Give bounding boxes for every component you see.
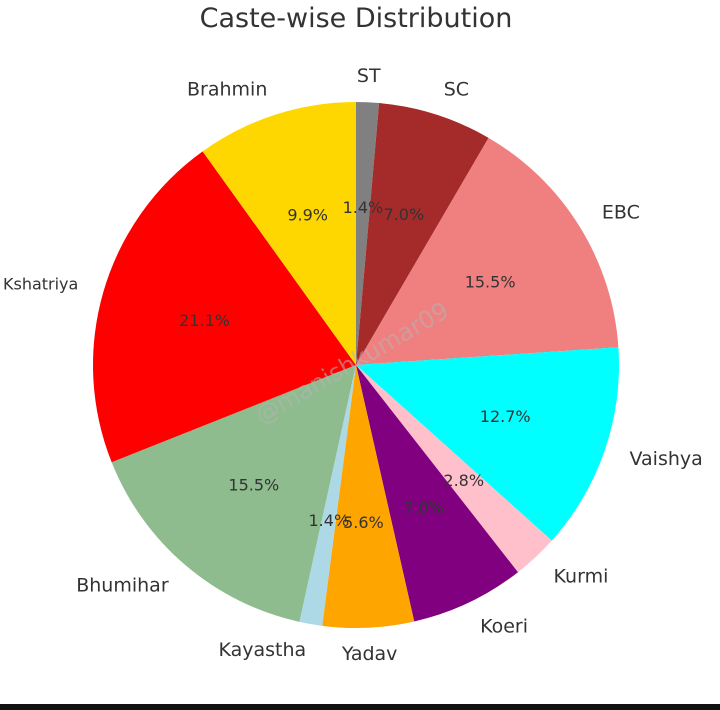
- pie-slice-sc: [356, 103, 489, 366]
- pie-percent-label-ebc: 15.5%: [465, 272, 516, 291]
- pie-category-label-vaishya: Vaishya: [630, 448, 703, 470]
- pie-category-label-kshatriya: Kshatriya: [3, 274, 78, 293]
- pie-slice-brahmin: [202, 102, 356, 365]
- pie-slices: [93, 102, 620, 629]
- pie-category-label-kayastha: Kayastha: [219, 639, 307, 661]
- pie-category-label-bhumihar: Bhumihar: [76, 574, 169, 596]
- pie-category-label-st: ST: [357, 65, 381, 87]
- bottom-border: [0, 704, 720, 710]
- pie-category-label-koeri: Koeri: [480, 615, 528, 637]
- pie-category-label-kurmi: Kurmi: [554, 565, 609, 587]
- pie-percent-label-bhumihar: 15.5%: [228, 476, 279, 495]
- pie-category-labels: ST SC EBC Vaishya Kurmi Koeri Yadav Kayastha Bhu…: [3, 65, 703, 665]
- pie-percent-label-vaishya: 12.7%: [480, 407, 531, 426]
- pie-percent-labels: 1.4% 7.0%15.5%12.7%2.8%7.0%5.6%1.4%15.5%2…: [179, 198, 530, 532]
- pie-category-label-yadav: Yadav: [341, 643, 398, 665]
- pie-slice-yadav: [322, 365, 415, 629]
- pie-slice-st: [356, 102, 380, 365]
- pie-category-label-ebc: EBC: [602, 202, 640, 224]
- pie-percent-label-kurmi: 2.8%: [443, 471, 484, 490]
- pie-percent-label-kayastha: 1.4%: [309, 511, 350, 530]
- chart-title: Caste-wise Distribution: [200, 3, 513, 34]
- pie-slice-koeri: [356, 365, 518, 622]
- pie-percent-label-kshatriya: 21.1%: [179, 311, 230, 330]
- pie-slice-ebc: [356, 137, 619, 365]
- pie-percent-label-yadav: 5.6%: [343, 513, 384, 532]
- pie-slice-bhumihar: [111, 365, 356, 622]
- pie-percent-label-brahmin: 9.9%: [287, 205, 328, 224]
- pie-percent-label-koeri: 7.0%: [403, 498, 444, 517]
- pie-slice-vaishya: [356, 347, 620, 541]
- pie-slice-kurmi: [356, 365, 552, 573]
- pie-category-label-brahmin: Brahmin: [187, 79, 267, 101]
- pie-slice-kayastha: [299, 365, 356, 626]
- pie-category-label-sc: SC: [444, 78, 469, 100]
- pie-slice-kshatriya: [93, 151, 356, 463]
- pie-percent-label-sc: 7.0%: [384, 205, 425, 224]
- pie-percent-label-st: 1.4%: [343, 198, 384, 217]
